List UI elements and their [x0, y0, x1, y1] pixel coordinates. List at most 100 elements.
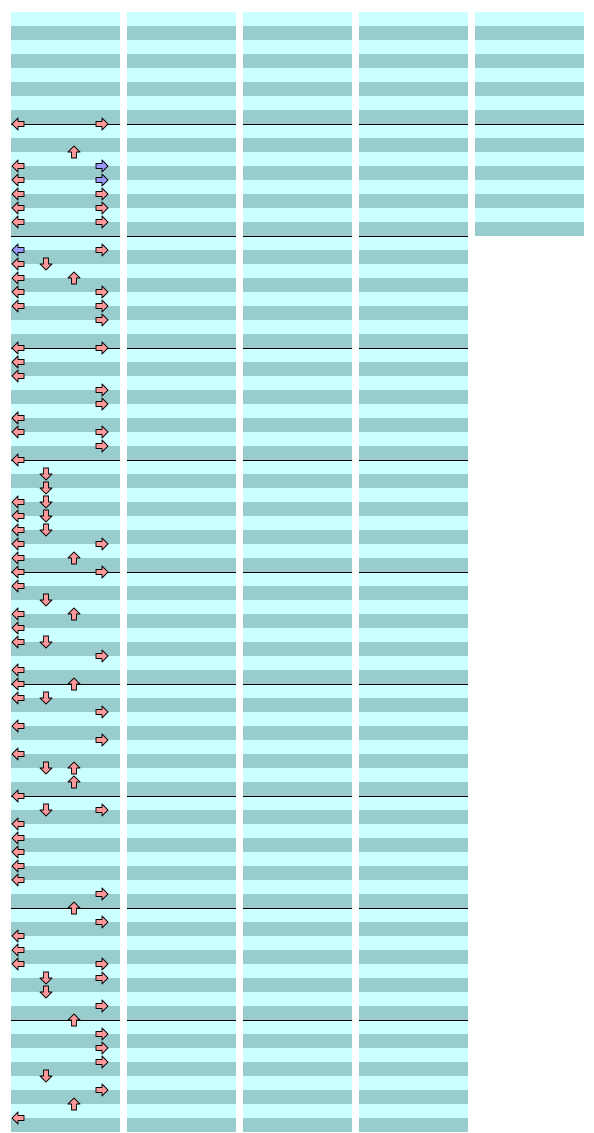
row-band: [359, 796, 468, 810]
row-band: [127, 670, 236, 684]
row-band: [359, 1104, 468, 1118]
row-band: [11, 1020, 120, 1034]
row-band: [359, 1034, 468, 1048]
row-band: [127, 264, 236, 278]
measure-line: [127, 348, 236, 349]
row-band: [243, 642, 352, 656]
row-band: [475, 110, 584, 124]
row-band: [243, 1104, 352, 1118]
row-band: [243, 54, 352, 68]
row-band: [359, 306, 468, 320]
row-band: [11, 348, 120, 362]
row-band: [11, 796, 120, 810]
row-band: [243, 782, 352, 796]
row-band: [243, 796, 352, 810]
row-band: [243, 810, 352, 824]
row-band: [359, 40, 468, 54]
row-band: [243, 768, 352, 782]
row-band: [127, 1020, 236, 1034]
row-band: [127, 138, 236, 152]
row-band: [359, 166, 468, 180]
row-band: [11, 460, 120, 474]
row-band: [359, 782, 468, 796]
row-band: [11, 698, 120, 712]
row-band: [127, 320, 236, 334]
row-band: [359, 1076, 468, 1090]
row-band: [475, 54, 584, 68]
row-band: [127, 838, 236, 852]
row-band: [243, 628, 352, 642]
row-band: [127, 796, 236, 810]
row-band: [243, 166, 352, 180]
row-band: [359, 530, 468, 544]
row-band: [243, 656, 352, 670]
chart-column-3: [243, 12, 352, 1132]
row-band: [11, 992, 120, 1006]
row-band: [359, 740, 468, 754]
row-band: [127, 726, 236, 740]
row-band: [243, 1090, 352, 1104]
row-band: [359, 656, 468, 670]
measure-line: [359, 684, 468, 685]
row-band: [359, 180, 468, 194]
row-band: [359, 600, 468, 614]
row-band: [127, 894, 236, 908]
row-band: [243, 726, 352, 740]
measure-line: [127, 124, 236, 125]
row-band: [359, 348, 468, 362]
row-band: [127, 404, 236, 418]
row-band: [359, 1020, 468, 1034]
row-band: [243, 432, 352, 446]
row-band: [359, 558, 468, 572]
measure-line: [359, 796, 468, 797]
row-band: [127, 992, 236, 1006]
row-band: [243, 320, 352, 334]
measure-line: [243, 348, 352, 349]
row-band: [127, 460, 236, 474]
row-band: [243, 194, 352, 208]
row-band: [11, 908, 120, 922]
row-band: [359, 1062, 468, 1076]
row-band: [359, 880, 468, 894]
row-band: [11, 390, 120, 404]
measure-line: [11, 348, 120, 349]
row-band: [11, 68, 120, 82]
row-band: [127, 306, 236, 320]
row-band: [243, 978, 352, 992]
measure-line: [11, 124, 120, 125]
measure-line: [243, 796, 352, 797]
row-band: [11, 1006, 120, 1020]
row-band: [243, 222, 352, 236]
row-band: [11, 530, 120, 544]
row-band: [475, 208, 584, 222]
row-band: [243, 824, 352, 838]
chart-column-5: [475, 12, 584, 236]
row-band: [359, 110, 468, 124]
measure-line: [127, 460, 236, 461]
row-band: [475, 40, 584, 54]
row-band: [359, 1118, 468, 1132]
row-band: [11, 264, 120, 278]
row-band: [11, 1034, 120, 1048]
row-band: [11, 194, 120, 208]
row-band: [11, 810, 120, 824]
row-band: [359, 894, 468, 908]
row-band: [359, 586, 468, 600]
row-band: [11, 950, 120, 964]
row-band: [243, 670, 352, 684]
row-band: [359, 950, 468, 964]
row-band: [359, 964, 468, 978]
row-band: [243, 236, 352, 250]
row-band: [243, 502, 352, 516]
row-band: [127, 390, 236, 404]
row-band: [359, 922, 468, 936]
measure-line: [243, 124, 352, 125]
row-band: [243, 614, 352, 628]
row-band: [475, 194, 584, 208]
row-band: [243, 1048, 352, 1062]
row-band: [243, 1034, 352, 1048]
row-band: [127, 950, 236, 964]
row-band: [243, 96, 352, 110]
row-band: [359, 26, 468, 40]
row-band: [11, 306, 120, 320]
